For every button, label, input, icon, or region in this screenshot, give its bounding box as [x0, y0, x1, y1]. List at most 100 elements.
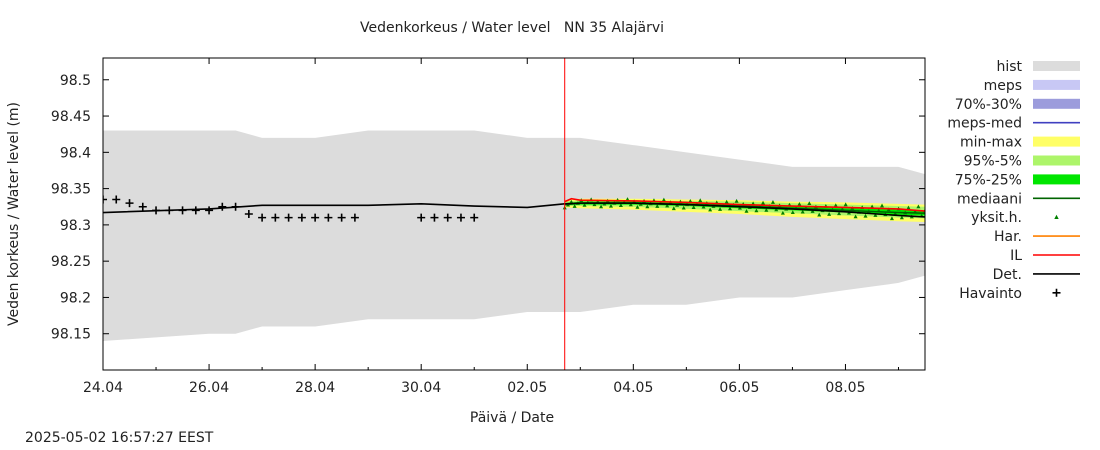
y-tick-label: 98.5 — [60, 73, 91, 89]
observation-marker — [350, 213, 359, 222]
ensemble-member-marker — [827, 212, 832, 216]
legend-swatch — [1033, 174, 1080, 185]
ensemble-member-marker — [916, 204, 921, 209]
ensemble-member-marker — [734, 198, 739, 203]
legend-label: Det. — [993, 267, 1022, 283]
legend-swatch — [1033, 61, 1080, 71]
x-tick-label: 06.05 — [719, 380, 759, 396]
legend-label: 95%-5% — [964, 154, 1022, 170]
timestamp: 2025-05-02 16:57:27 EEST — [25, 430, 214, 446]
ensemble-member-marker — [592, 202, 597, 207]
observation-marker — [138, 202, 147, 211]
legend-swatch — [1054, 214, 1059, 219]
ensemble-member-marker — [853, 214, 858, 219]
observation-marker — [430, 213, 439, 222]
x-tick-label: 02.05 — [507, 380, 547, 396]
ensemble-member-marker — [671, 206, 676, 211]
legend-label: hist — [996, 59, 1022, 75]
ensemble-member-marker — [889, 216, 894, 221]
ensemble-member-marker — [790, 210, 795, 215]
y-tick-label: 98.2 — [60, 290, 91, 306]
ensemble-member-marker — [754, 208, 759, 213]
ensemble-member-marker — [761, 200, 766, 205]
ensemble-member-marker — [724, 199, 729, 204]
observation-marker — [191, 206, 200, 215]
ensemble-member-marker — [727, 206, 732, 211]
observation-marker — [258, 213, 267, 222]
observation-marker — [112, 195, 121, 204]
legend: hist meps 70%-30% meps-med min-max 95%-5% 75%-… — [947, 59, 1080, 302]
legend-label: Har. — [994, 229, 1022, 245]
ensemble-member-marker — [880, 203, 885, 208]
ensemble-member-marker — [797, 201, 802, 206]
legend-swatch — [1033, 79, 1080, 90]
observation-marker — [456, 213, 465, 222]
y-tick-label: 98.35 — [51, 182, 91, 198]
ensemble-member-marker — [764, 207, 769, 212]
observation-marker — [152, 206, 161, 215]
ensemble-member-marker — [635, 204, 640, 209]
legend-label: 75%-25% — [955, 172, 1022, 188]
ensemble-member-marker — [770, 200, 775, 204]
legend-label: Havainto — [959, 286, 1022, 302]
legend-swatch — [1033, 136, 1080, 147]
ensemble-member-marker — [665, 203, 670, 208]
legend-label: meps — [984, 78, 1022, 94]
plot-area — [103, 58, 925, 370]
band-hist — [103, 130, 925, 341]
x-tick-label: 24.04 — [83, 380, 123, 396]
observation-marker — [125, 199, 134, 208]
ensemble-member-marker — [628, 202, 633, 207]
legend-label: yksit.h. — [971, 210, 1022, 226]
ensemble-member-marker — [608, 203, 613, 208]
legend-label: mediaani — [957, 191, 1022, 207]
x-tick-label: 26.04 — [189, 380, 229, 396]
ensemble-member-marker — [906, 205, 911, 210]
ensemble-member-marker — [681, 205, 686, 210]
ensemble-member-marker — [718, 207, 723, 211]
ensemble-member-marker — [744, 209, 749, 213]
ensemble-member-marker — [833, 203, 838, 208]
observation-marker — [218, 202, 227, 211]
legend-label: 70%-30% — [955, 97, 1022, 113]
ensemble-member-marker — [569, 199, 574, 204]
observation-marker — [417, 213, 426, 222]
ensemble-member-marker — [708, 207, 713, 212]
ensemble-member-marker — [863, 213, 868, 218]
ensemble-member-marker — [625, 197, 630, 201]
legend-swatch — [1052, 288, 1061, 297]
line-il — [564, 197, 925, 212]
observation-marker — [297, 213, 306, 222]
observation-marker — [244, 210, 253, 218]
observation-marker — [271, 213, 280, 222]
y-tick-label: 98.45 — [51, 109, 91, 125]
x-tick-label: 30.04 — [401, 380, 441, 396]
ensemble-member-marker — [837, 211, 842, 216]
y-tick-label: 98.3 — [60, 218, 91, 234]
ensemble-member-marker — [572, 204, 577, 208]
ensemble-member-marker — [870, 204, 875, 209]
legend-label: IL — [1010, 248, 1022, 264]
y-tick-label: 98.4 — [60, 145, 91, 161]
y-tick-label: 98.15 — [51, 327, 91, 343]
ensemble-member-marker — [899, 215, 904, 220]
ensemble-member-marker — [873, 213, 878, 217]
ensemble-member-marker — [691, 205, 696, 210]
ensemble-member-marker — [810, 209, 815, 213]
ensemble-member-marker — [780, 210, 785, 215]
ensemble-member-marker — [645, 204, 650, 209]
observation-marker — [311, 213, 320, 222]
observation-marker — [284, 213, 293, 222]
y-axis-label: Veden korkeus / Water level (m) — [6, 102, 22, 326]
legend-swatch — [1033, 98, 1080, 109]
ensemble-member-marker — [893, 211, 898, 216]
observation-marker — [205, 206, 214, 215]
ensemble-member-marker — [618, 203, 623, 207]
observation-marker — [337, 213, 346, 222]
observation-marker — [324, 213, 333, 222]
axis-ticks: 24.04 26.04 28.04 30.04 02.05 04.05 06.05 08.05… — [51, 58, 925, 396]
ensemble-member-marker — [817, 212, 822, 217]
ensemble-member-marker — [661, 197, 666, 202]
x-tick-label: 08.05 — [825, 380, 865, 396]
